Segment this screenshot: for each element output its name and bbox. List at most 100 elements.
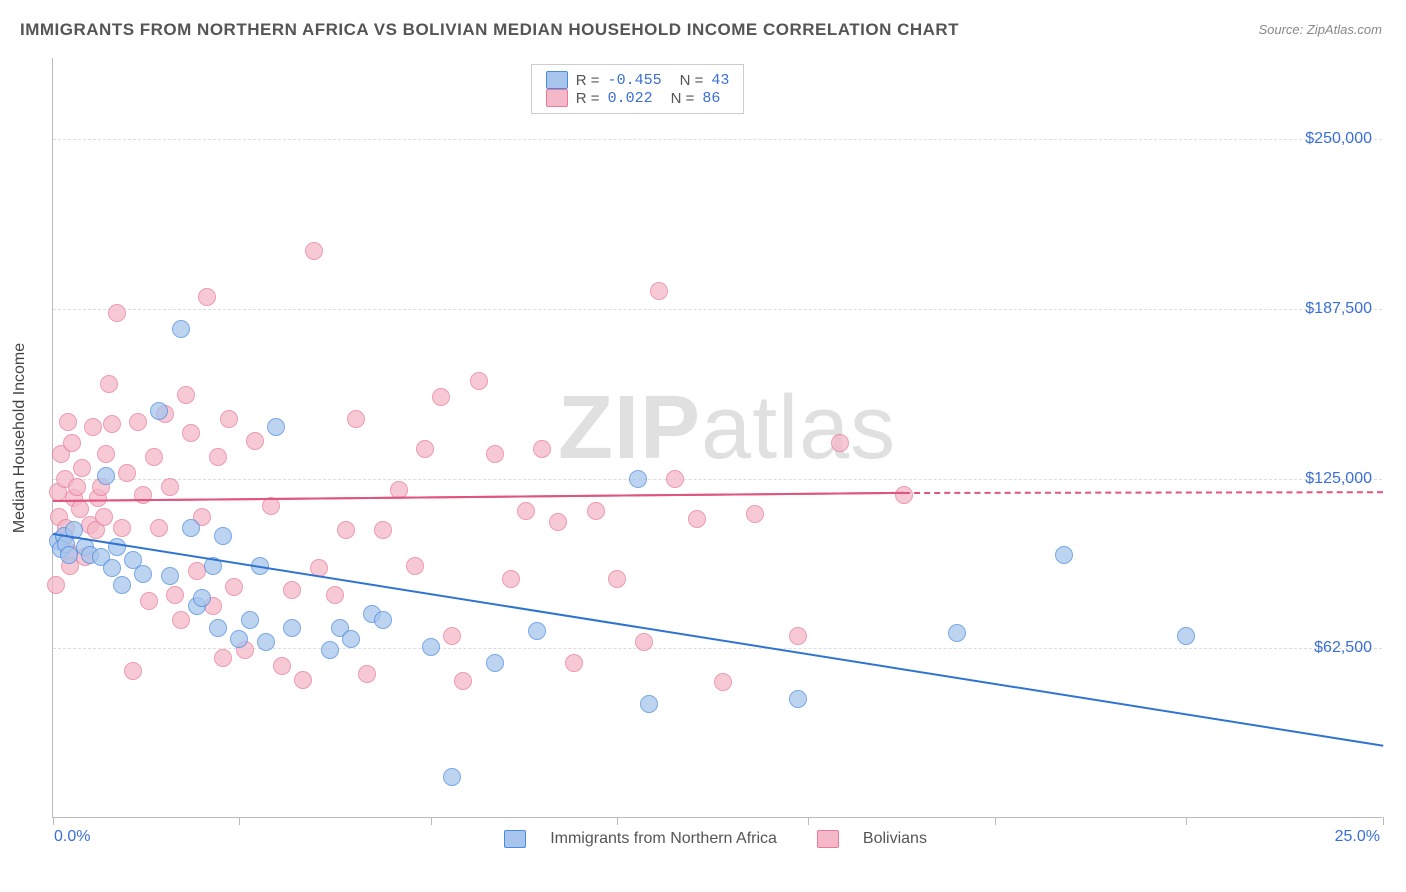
n-label: N = bbox=[680, 72, 704, 89]
blue-series-label: Immigrants from Northern Africa bbox=[550, 830, 777, 848]
pink-point bbox=[129, 413, 147, 431]
pink-point bbox=[118, 464, 136, 482]
blue-point bbox=[1055, 546, 1073, 564]
pink-n-value: 86 bbox=[702, 90, 720, 107]
pink-series-label: Bolivians bbox=[863, 830, 927, 848]
x-tick bbox=[1186, 817, 1187, 825]
chart-area: Median Household Income ZIPatlas $62,500… bbox=[52, 58, 1382, 818]
pink-point bbox=[225, 578, 243, 596]
legend-row-blue: R = -0.455 N = 43 bbox=[546, 71, 730, 89]
pink-point bbox=[326, 586, 344, 604]
pink-point bbox=[150, 519, 168, 537]
x-max-label: 25.0% bbox=[1335, 828, 1380, 846]
pink-point bbox=[374, 521, 392, 539]
trend-line bbox=[53, 492, 904, 502]
blue-point bbox=[422, 638, 440, 656]
pink-point bbox=[161, 478, 179, 496]
blue-point bbox=[640, 695, 658, 713]
pink-point bbox=[63, 434, 81, 452]
blue-swatch bbox=[546, 71, 568, 89]
pink-point bbox=[113, 519, 131, 537]
pink-point bbox=[714, 673, 732, 691]
y-axis-label: Median Household Income bbox=[11, 343, 29, 533]
blue-point bbox=[97, 467, 115, 485]
pink-r-value: 0.022 bbox=[608, 90, 653, 107]
blue-point bbox=[283, 619, 301, 637]
x-tick bbox=[617, 817, 618, 825]
pink-point bbox=[59, 413, 77, 431]
blue-point bbox=[209, 619, 227, 637]
blue-point bbox=[528, 622, 546, 640]
pink-point bbox=[103, 415, 121, 433]
x-min-label: 0.0% bbox=[54, 828, 90, 846]
source-name: ZipAtlas.com bbox=[1307, 22, 1382, 37]
pink-point bbox=[406, 557, 424, 575]
blue-n-value: 43 bbox=[711, 72, 729, 89]
blue-point bbox=[193, 589, 211, 607]
trend-line bbox=[904, 491, 1383, 494]
n-label-2: N = bbox=[671, 90, 695, 107]
pink-point bbox=[443, 627, 461, 645]
pink-point bbox=[134, 486, 152, 504]
pink-point bbox=[305, 242, 323, 260]
pink-point bbox=[454, 672, 472, 690]
blue-point bbox=[161, 567, 179, 585]
pink-point bbox=[140, 592, 158, 610]
blue-point bbox=[267, 418, 285, 436]
blue-point bbox=[1177, 627, 1195, 645]
source-attribution: Source: ZipAtlas.com bbox=[1258, 22, 1382, 37]
pink-point bbox=[608, 570, 626, 588]
x-tick bbox=[995, 817, 996, 825]
blue-r-value: -0.455 bbox=[608, 72, 662, 89]
gridline bbox=[53, 309, 1382, 310]
blue-point bbox=[182, 519, 200, 537]
blue-point bbox=[108, 538, 126, 556]
pink-point bbox=[100, 375, 118, 393]
pink-point bbox=[145, 448, 163, 466]
pink-point bbox=[97, 445, 115, 463]
pink-point bbox=[347, 410, 365, 428]
blue-point bbox=[948, 624, 966, 642]
blue-point bbox=[103, 559, 121, 577]
pink-point bbox=[209, 448, 227, 466]
pink-point bbox=[486, 445, 504, 463]
pink-point bbox=[47, 576, 65, 594]
blue-point bbox=[214, 527, 232, 545]
pink-point bbox=[182, 424, 200, 442]
pink-point bbox=[517, 502, 535, 520]
y-tick-label: $250,000 bbox=[1305, 130, 1372, 148]
pink-point bbox=[895, 486, 913, 504]
pink-point bbox=[470, 372, 488, 390]
pink-point bbox=[502, 570, 520, 588]
pink-point bbox=[416, 440, 434, 458]
pink-swatch-2 bbox=[817, 830, 839, 848]
pink-point bbox=[650, 282, 668, 300]
pink-point bbox=[432, 388, 450, 406]
pink-point bbox=[124, 662, 142, 680]
correlation-legend: R = -0.455 N = 43 R = 0.022 N = 86 bbox=[531, 64, 745, 114]
pink-point bbox=[68, 478, 86, 496]
pink-point bbox=[294, 671, 312, 689]
pink-point bbox=[108, 304, 126, 322]
pink-point bbox=[688, 510, 706, 528]
blue-point bbox=[230, 630, 248, 648]
pink-point bbox=[549, 513, 567, 531]
pink-point bbox=[95, 508, 113, 526]
blue-point bbox=[172, 320, 190, 338]
r-label-2: R = bbox=[576, 90, 600, 107]
chart-title: IMMIGRANTS FROM NORTHERN AFRICA VS BOLIV… bbox=[20, 20, 959, 40]
pink-point bbox=[666, 470, 684, 488]
pink-point bbox=[746, 505, 764, 523]
y-tick-label: $125,000 bbox=[1305, 470, 1372, 488]
pink-point bbox=[73, 459, 91, 477]
gridline bbox=[53, 139, 1382, 140]
pink-point bbox=[533, 440, 551, 458]
blue-point bbox=[113, 576, 131, 594]
blue-point bbox=[241, 611, 259, 629]
blue-point bbox=[342, 630, 360, 648]
pink-point bbox=[166, 586, 184, 604]
plot-region: ZIPatlas $62,500$125,000$187,500$250,000 bbox=[52, 58, 1382, 818]
x-tick bbox=[53, 817, 54, 825]
pink-point bbox=[789, 627, 807, 645]
watermark-zip: ZIP bbox=[558, 378, 701, 478]
